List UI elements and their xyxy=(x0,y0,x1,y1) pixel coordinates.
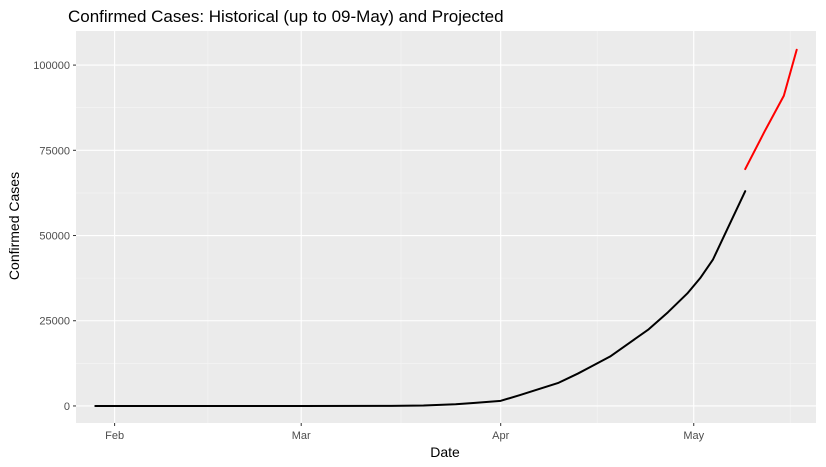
x-tick-label: Feb xyxy=(105,430,124,442)
minor-gridlines xyxy=(76,31,816,423)
x-tick-label: May xyxy=(683,430,704,442)
y-tick-label: 25000 xyxy=(39,316,70,328)
y-tick-label: 100000 xyxy=(33,60,70,72)
x-tick-label: Apr xyxy=(492,430,509,442)
y-axis: 0 25000 50000 75000 100000 xyxy=(33,60,76,413)
y-tick-label: 75000 xyxy=(39,145,70,157)
major-gridlines xyxy=(76,31,816,423)
y-tick-label: 0 xyxy=(64,401,70,413)
projected-series-line xyxy=(744,48,798,171)
chart-title: Confirmed Cases: Historical (up to 09-Ma… xyxy=(68,7,504,26)
y-axis-title: Confirmed Cases xyxy=(6,172,22,280)
x-axis-title: Date xyxy=(430,444,460,460)
x-tick-label: Mar xyxy=(292,430,311,442)
y-tick-label: 50000 xyxy=(39,231,70,243)
x-axis: Feb Mar Apr May xyxy=(105,423,705,442)
series-lines xyxy=(94,48,798,407)
plot-panel xyxy=(76,31,816,423)
historical-series-line xyxy=(94,190,747,407)
